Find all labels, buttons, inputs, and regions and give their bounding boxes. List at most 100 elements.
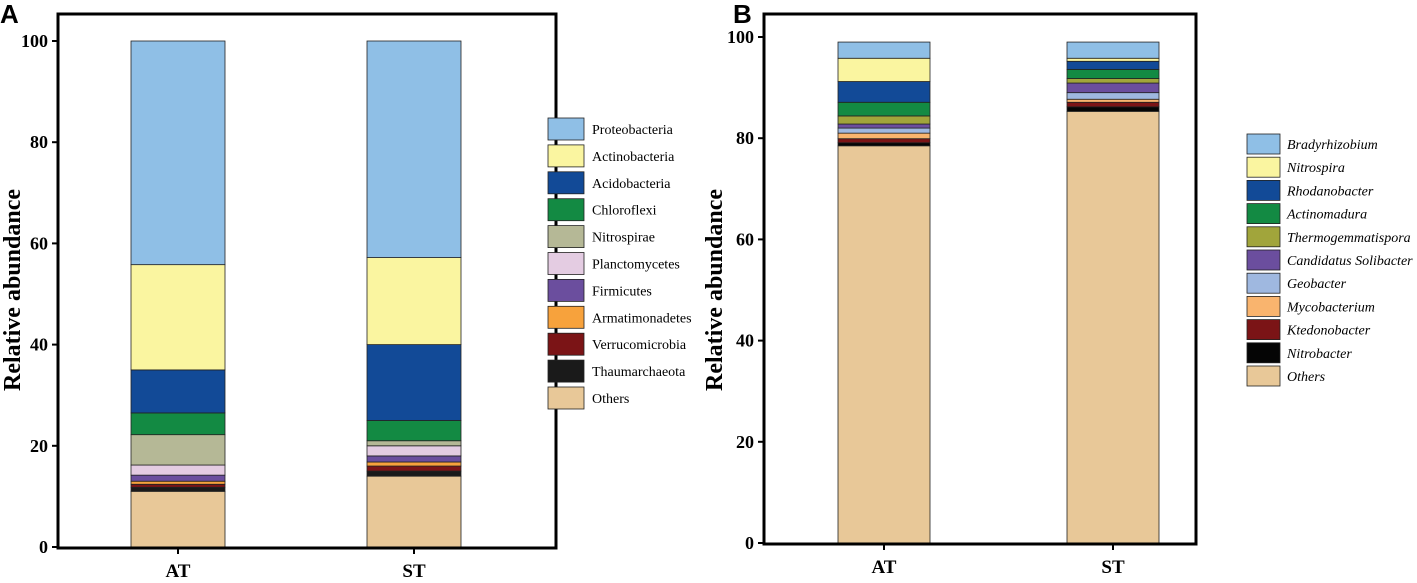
panel-b-bar-st-candidatus-solibacter [1066,82,1160,94]
panel-a-x-tick-label-at: AT [166,561,191,582]
panel-a-legend-label-acidobacteria: Acidobacteria [592,177,671,192]
panel-a-y-tick-label: 60 [30,233,48,253]
panel-b: B Relative abundance AT ST 0 20 40 60 80 100 Br… [702,0,1413,578]
panel-a-legend: Proteobacteria Actinobacteria Acidobacteri… [547,117,692,410]
panel-a-legend-swatch-verrucomicrobia [547,332,585,356]
panel-b-legend-label-nitrospira: Nitrospira [1286,161,1345,176]
panel-a-bar-at-acidobacteria [130,369,226,414]
panel-b-bar-st-others [1066,110,1160,544]
panel-a-y-tick-label: 100 [21,31,48,51]
panel-b-legend-swatch-thermogemmatispora [1246,226,1281,248]
panel-b-bar-at-nitrospira [837,57,931,82]
panel-b-bar-st-thermogemmatispora [1066,78,1160,84]
panel-b-plot-frame [762,12,1198,546]
panel-b-bar-st-nitrospira [1066,57,1160,62]
panel-a-bar-at-thaumarchaeota [130,486,226,492]
panel-b-y-tick-label: 20 [736,432,754,452]
panel-b-plot-area: AT ST 0 20 40 60 80 100 [727,12,1198,578]
panel-a-legend-label-proteobacteria: Proteobacteria [592,123,674,138]
panel-a-legend-swatch-planctomycetes [547,252,585,275]
panel-a-bar-st-chloroflexi [366,420,462,442]
panel-a-bar-at-actinobacteria [130,264,226,371]
panel-b-legend: Bradyrhizobium Nitrospira Rhodanobacter Act… [1246,133,1413,387]
panel-a-legend-swatch-thaumarchaeota [547,359,585,383]
panel-a-legend-label-verrucomicrobia: Verrucomicrobia [592,338,687,353]
panel-b-bar-st-mycobacterium [1066,98,1160,103]
panel-b-legend-swatch-nitrospira [1246,156,1281,178]
panel-b-legend-swatch-geobacter [1246,272,1281,294]
panel-b-y-axis-label: Relative abundance [702,189,728,391]
panel-b-bar-st-rhodanobacter [1066,60,1160,70]
panel-a-bar-st-verrucomicrobia [366,465,462,472]
panel-a-letter: A [0,0,19,29]
panel-b-bar-at-mycobacterium [837,132,931,140]
panel-a-bar-st-thaumarchaeota [366,470,462,477]
panel-b-bar-st-nitrobacter [1066,106,1160,112]
panel-b-bar-at-bradyrhizobium [837,41,931,59]
panel-a-legend-swatch-proteobacteria [547,117,585,141]
panel-b-legend-label-nitrobacter: Nitrobacter [1286,347,1352,362]
panel-a-bar-at-armatimonadetes [130,480,226,485]
panel-a-legend-label-chloroflexi: Chloroflexi [592,204,657,219]
panel-a-bar-st-firmicutes [366,455,462,463]
panel-a-bar-at-others [130,490,226,548]
panel-a-bar-st-nitrospirae [366,440,462,447]
panel-b-letter: B [733,0,752,29]
panel-a-legend-swatch-firmicutes [547,278,585,302]
panel-a-bar-at-chloroflexi [130,412,226,436]
panel-a-legend-label-actinobacteria: Actinobacteria [592,150,675,165]
panel-b-legend-label-geobacter: Geobacter [1287,277,1347,292]
panel-b-bar-at-thermogemmatispora [837,115,931,125]
panel-a-x-tick-label-st: ST [402,561,426,582]
panel-a-bar-at-firmicutes [130,474,226,482]
panel-b-bar-at-nitrobacter [837,142,931,147]
panel-b-legend-label-thermogemmatispora: Thermogemmatispora [1287,231,1411,246]
panel-b-legend-swatch-candidatus-solibacter [1246,249,1281,271]
panel-a-legend-label-nitrospirae: Nitrospirae [592,231,655,246]
panel-b-bar-st-geobacter [1066,92,1160,100]
panel-a-legend-swatch-actinobacteria [547,144,585,168]
panel-a-bar-st-others [366,475,462,548]
panel-b-bar-st-bradyrhizobium [1066,41,1160,59]
panel-b-legend-label-rhodanobacter: Rhodanobacter [1286,184,1374,199]
panel-a-legend-label-armatimonadetes: Armatimonadetes [592,311,692,326]
panel-a-legend-label-firmicutes: Firmicutes [592,284,652,299]
panel-b-legend-label-bradyrhizobium: Bradyrhizobium [1287,138,1378,153]
panel-b-bar-at-candidatus-solibacter [837,123,931,129]
panel-b-x-tick-label-st: ST [1101,557,1125,578]
panel-b-legend-swatch-bradyrhizobium [1246,133,1281,155]
panel-b-legend-swatch-mycobacterium [1246,295,1281,317]
panel-b-legend-label-actinomadura: Actinomadura [1286,208,1367,223]
panel-b-bar-at-ktedonobacter [837,138,931,144]
panel-a-plot-area: AT ST 0 20 40 60 80 100 [21,12,558,582]
panel-b-bar-st-actinomadura [1066,68,1160,79]
panel-a-legend-label-thaumarchaeota: Thaumarchaeota [592,365,686,380]
panel-b-bar-at-rhodanobacter [837,81,931,103]
panel-a-legend-swatch-armatimonadetes [547,305,585,329]
panel-b-y-tick-label: 80 [736,128,754,148]
panel-a-legend-swatch-acidobacteria [547,171,585,195]
panel-a-bar-at-proteobacteria [130,40,226,266]
panel-a-y-tick-label: 0 [39,537,48,557]
panel-a-legend-swatch-others [547,386,585,410]
panel-a-bar-st-actinobacteria [366,257,462,345]
panel-b-y-tick-label: 0 [745,533,754,553]
panel-a-y-tick-label: 80 [30,132,48,152]
panel-a-y-tick-label: 40 [30,335,48,355]
panel-b-x-tick-label-at: AT [872,557,897,578]
panel-b-legend-swatch-actinomadura [1246,203,1281,225]
panel-a-bar-at-nitrospirae [130,434,226,466]
panel-a-y-axis-label: Relative abundance [0,189,26,391]
panel-b-legend-label-others: Others [1287,370,1326,385]
panel-a-legend-label-planctomycetes: Planctomycetes [592,258,680,273]
panel-b-bar-at-geobacter [837,127,931,134]
panel-a-legend-label-others: Others [592,392,629,407]
panel-b-legend-swatch-ktedonobacter [1246,319,1281,341]
panel-b-legend-label-mycobacterium: Mycobacterium [1286,300,1375,315]
panel-b-y-tick-label: 100 [727,27,754,47]
panel-a-legend-swatch-nitrospirae [547,225,585,249]
panel-a-bar-st-acidobacteria [366,344,462,421]
panel-a-bar-at-planctomycetes [130,464,226,476]
panel-b-legend-swatch-nitrobacter [1246,342,1281,364]
